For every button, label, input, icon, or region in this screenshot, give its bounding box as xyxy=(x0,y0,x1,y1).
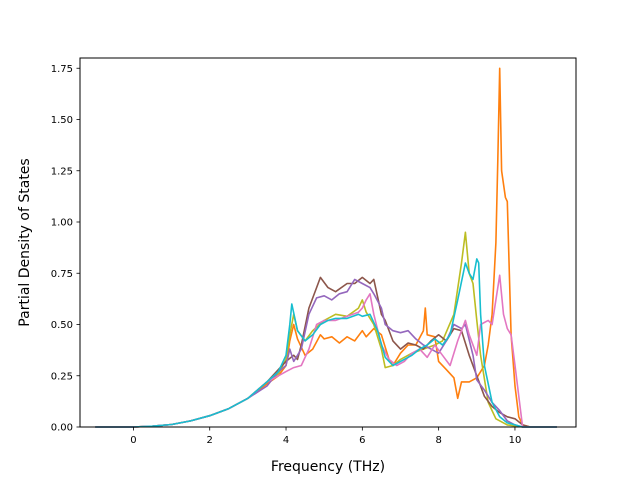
y-tick-label: 1.50 xyxy=(51,115,73,126)
plot-frame xyxy=(79,57,577,428)
y-tick-label: 1.75 xyxy=(51,64,73,75)
y-axis-ticks: 0.00 0.25 0.50 0.75 1.00 1.25 1.50 1.75 xyxy=(51,64,80,434)
series-line-6 xyxy=(95,258,557,428)
y-tick-label: 0.75 xyxy=(51,269,73,280)
x-tick-label: 10 xyxy=(509,435,522,446)
x-tick-label: 6 xyxy=(359,435,365,446)
y-tick-label: 0.50 xyxy=(51,320,73,331)
series-line-4 xyxy=(95,278,557,428)
y-tick-label: 1.25 xyxy=(51,166,73,177)
x-axis-label: Frequency (THz) xyxy=(271,459,385,475)
x-tick-label: 4 xyxy=(283,435,289,446)
x-tick-label: 8 xyxy=(435,435,441,446)
series-line-2 xyxy=(95,231,557,428)
x-axis-ticks: 0 2 4 6 8 10 xyxy=(130,427,521,446)
series-line-1 xyxy=(95,67,557,428)
x-tick-label: 2 xyxy=(207,435,213,446)
y-tick-label: 0.00 xyxy=(51,423,73,434)
series-layer xyxy=(95,67,557,428)
y-axis-label: Partial Density of States xyxy=(17,158,33,326)
x-tick-label: 0 xyxy=(130,435,136,446)
y-tick-label: 1.00 xyxy=(51,218,73,229)
y-tick-label: 0.25 xyxy=(51,371,73,382)
